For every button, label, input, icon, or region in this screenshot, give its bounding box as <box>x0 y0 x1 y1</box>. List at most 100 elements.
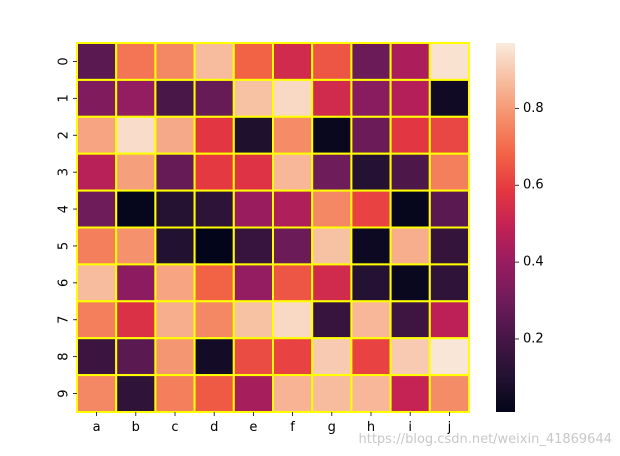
heatmap-cell-7-c <box>154 300 196 340</box>
heatmap-cell-7-e <box>232 300 275 340</box>
heatmap-cell-2-e <box>232 115 275 155</box>
heatmap-cell-2-j <box>428 115 470 155</box>
x-tick-label-e: e <box>249 420 257 435</box>
heatmap-cell-8-h <box>350 337 392 377</box>
heatmap-cell-3-i <box>389 152 431 192</box>
y-tick-label-1: 1 <box>57 94 72 102</box>
colorbar-ticks: 0.2 0.4 0.6 0.8 <box>515 101 544 346</box>
heatmap-cell-5-d <box>193 226 235 266</box>
colorbar <box>496 43 515 412</box>
heatmap-cell-9-e <box>232 374 275 414</box>
heatmap-cell-7-a <box>76 300 118 340</box>
heatmap-cell-9-i <box>389 374 431 414</box>
heatmap-cell-5-f <box>272 226 314 266</box>
colorbar-tick-label-0.6: 0.6 <box>523 178 544 193</box>
heatmap-cell-8-f <box>272 337 314 377</box>
y-tick-label-2: 2 <box>57 131 72 139</box>
heatmap-cell-5-g <box>311 226 353 266</box>
heatmap-cell-3-c <box>154 152 196 192</box>
heatmap-cell-0-i <box>389 42 431 81</box>
heatmap-cell-3-a <box>76 152 118 192</box>
heatmap-cell-1-j <box>428 78 470 118</box>
heatmap-cell-7-i <box>389 300 431 340</box>
x-tick-label-g: g <box>328 420 336 435</box>
heatmap-cell-0-f <box>272 42 314 81</box>
heatmap-cell-9-b <box>115 374 157 414</box>
heatmap-cell-8-a <box>76 337 118 377</box>
heatmap-cell-1-g <box>311 78 353 118</box>
heatmap-cell-6-b <box>115 263 157 303</box>
y-tick-label-3: 3 <box>57 168 72 176</box>
heatmap-cell-0-g <box>311 42 353 81</box>
heatmap-cell-5-c <box>154 226 196 266</box>
heatmap-cell-6-i <box>389 263 431 303</box>
heatmap-cell-4-c <box>154 189 196 229</box>
heatmap-cell-1-c <box>154 78 196 118</box>
heatmap-cell-1-d <box>193 78 235 118</box>
heatmap-cell-9-f <box>272 374 314 414</box>
heatmap-cell-1-e <box>232 78 275 118</box>
heatmap-cell-6-g <box>311 263 353 303</box>
heatmap-cell-4-a <box>76 189 118 229</box>
heatmap-cell-1-b <box>115 78 157 118</box>
y-tick-label-5: 5 <box>57 242 72 250</box>
x-axis-ticks: a b c d e f g h i j <box>93 412 452 435</box>
heatmap-cell-2-g <box>311 115 353 155</box>
y-tick-label-0: 0 <box>57 57 72 65</box>
heatmap-cell-3-g <box>311 152 353 192</box>
heatmap-cell-1-a <box>76 78 118 118</box>
x-tick-label-d: d <box>210 420 218 435</box>
heatmap-cell-9-j <box>428 374 470 414</box>
x-tick-label-b: b <box>132 420 140 435</box>
watermark-text: https://blog.csdn.net/weixin_41869644 <box>358 432 612 447</box>
heatmap-cell-6-d <box>193 263 235 303</box>
heatmap-cell-4-j <box>428 189 470 229</box>
heatmap-cell-5-j <box>428 226 470 266</box>
heatmap-cell-7-f <box>272 300 314 340</box>
y-axis-ticks: 0 1 2 3 4 5 6 7 8 9 <box>57 57 77 398</box>
heatmap-cell-7-d <box>193 300 235 340</box>
heatmap-cell-3-j <box>428 152 470 192</box>
heatmap-cell-8-c <box>154 337 196 377</box>
heatmap-cell-9-d <box>193 374 235 414</box>
heatmap-cell-5-e <box>232 226 275 266</box>
heatmap-cell-0-h <box>350 42 392 81</box>
heatmap-cell-0-c <box>154 42 196 81</box>
heatmap-cell-8-d <box>193 337 235 377</box>
y-tick-label-7: 7 <box>57 316 72 324</box>
heatmap-cell-5-h <box>350 226 392 266</box>
x-tick-label-i: i <box>408 420 412 435</box>
heatmap-cell-7-b <box>115 300 157 340</box>
heatmap-cell-3-d <box>193 152 235 192</box>
heatmap-cell-7-j <box>428 300 470 340</box>
heatmap-cells <box>76 42 470 414</box>
heatmap-cell-3-e <box>232 152 275 192</box>
x-tick-label-j: j <box>447 420 452 435</box>
heatmap-cell-9-g <box>311 374 353 414</box>
heatmap-cell-0-j <box>428 42 470 81</box>
heatmap-cell-5-i <box>389 226 431 266</box>
heatmap-cell-1-i <box>389 78 431 118</box>
y-tick-label-8: 8 <box>57 353 72 361</box>
heatmap-cell-2-d <box>193 115 235 155</box>
heatmap-cell-8-j <box>428 337 470 377</box>
heatmap-cell-6-a <box>76 263 118 303</box>
heatmap-cell-0-e <box>232 42 275 81</box>
heatmap-cell-0-a <box>76 42 118 81</box>
heatmap-cell-9-c <box>154 374 196 414</box>
heatmap-cell-4-d <box>193 189 235 229</box>
heatmap-cell-2-f <box>272 115 314 155</box>
heatmap-cell-6-f <box>272 263 314 303</box>
heatmap-cell-6-j <box>428 263 470 303</box>
colorbar-tick-label-0.8: 0.8 <box>523 101 544 116</box>
heatmap-cell-4-h <box>350 189 392 229</box>
heatmap-cell-9-h <box>350 374 392 414</box>
y-tick-label-6: 6 <box>57 279 72 287</box>
heatmap-cell-1-h <box>350 78 392 118</box>
heatmap-cell-5-b <box>115 226 157 266</box>
heatmap-cell-7-h <box>350 300 392 340</box>
heatmap-cell-4-g <box>311 189 353 229</box>
heatmap-cell-3-h <box>350 152 392 192</box>
heatmap-cell-6-e <box>232 263 275 303</box>
heatmap-cell-4-i <box>389 189 431 229</box>
